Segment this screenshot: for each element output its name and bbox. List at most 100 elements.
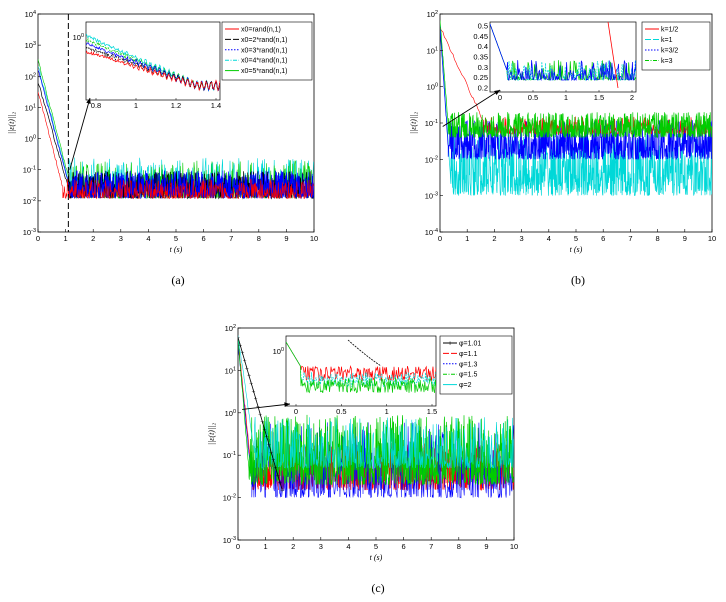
series-line-phi-1.01 [238, 337, 283, 491]
inset-data [286, 339, 436, 394]
x-tick-label: 2 [492, 234, 496, 243]
inset-y-tick-label: 0.35 [473, 53, 488, 62]
x-tick-label: 10 [510, 542, 518, 551]
y-tick-label: 10-3 [223, 536, 236, 545]
y-axis-label: ||ε(t)||₂ [7, 112, 16, 135]
series-marker: + [249, 380, 253, 388]
inset-frame [489, 21, 637, 93]
y-tick-label: 10-3 [23, 228, 36, 237]
inset-x-tick-label: 1 [134, 101, 138, 110]
x-tick-label: 2 [91, 234, 95, 243]
inset-series-2 [490, 23, 636, 82]
y-tick-label: 10-2 [223, 494, 236, 503]
inset-series-2 [86, 42, 220, 92]
x-tick-label: 5 [174, 234, 178, 243]
legend-label-2: k=3/2 [661, 48, 678, 55]
x-tick-label: 7 [429, 542, 433, 551]
data-layer [440, 20, 712, 197]
data-layer [38, 59, 314, 200]
inset-y-tick-label: 0.25 [473, 73, 488, 82]
y-tick-label: 10-1 [425, 119, 438, 128]
inset-y-tick-label: 0.2 [478, 84, 488, 93]
series-line-3 [238, 335, 514, 469]
legend-label-1: k=1 [661, 37, 673, 44]
y-tick-label: 10-1 [223, 451, 236, 460]
legend-label-3: φ=1.5 [459, 372, 477, 379]
x-tick-label: 1 [264, 542, 268, 551]
inset-frame [85, 21, 221, 101]
x-tick-label: 5 [574, 234, 578, 243]
x-tick-label: 3 [119, 234, 123, 243]
inset-frame [285, 335, 437, 407]
y-tick-label: 102 [427, 10, 438, 19]
x-axis-label: t (s) [170, 245, 183, 254]
inset-y-tick-label: 100 [73, 33, 84, 42]
x-tick-label: 4 [547, 234, 551, 243]
x-tick-label: 1 [465, 234, 469, 243]
series-marker: + [274, 464, 278, 472]
series-marker: + [263, 426, 267, 434]
x-tick-label: 3 [520, 234, 524, 243]
x-tick-label: 7 [229, 234, 233, 243]
inset-y-tick-label: 100 [273, 347, 284, 356]
legend-label-3: k=3 [661, 58, 673, 65]
x-tick-label: 8 [257, 234, 261, 243]
x-tick-label: 9 [683, 234, 687, 243]
zoom-arrow [242, 403, 291, 410]
inset-x-tick-label: 0 [294, 407, 298, 416]
inset-x-tick-label: 1.5 [427, 407, 437, 416]
x-tick-label: 6 [402, 542, 406, 551]
y-tick-label: 100 [225, 409, 236, 418]
zoom-arrow-head [494, 90, 500, 95]
y-tick-label: 104 [25, 10, 36, 19]
inset-y-tick-label: 0.4 [478, 42, 488, 51]
data-layer: +++++++++++++++++++++ [238, 334, 514, 499]
y-tick-label: 102 [25, 72, 36, 81]
series-marker: + [271, 456, 275, 464]
series-marker: + [260, 418, 264, 426]
series-marker: + [254, 395, 258, 403]
inset-y-tick-label: 0.5 [478, 22, 488, 31]
legend-label-0: k=1/2 [661, 27, 678, 34]
inset-y-tick-label: 0.3 [478, 63, 488, 72]
chart-panel-2: +++++++++++++++++++++0 1 2 3 4 5 6 7 8 9 1010-310-… [207, 324, 518, 595]
series-marker: + [276, 471, 280, 479]
inset-x-tick-label: 1.2 [171, 101, 181, 110]
series-marker: + [245, 364, 249, 372]
x-tick-label: 10 [708, 234, 716, 243]
x-tick-label: 8 [457, 542, 461, 551]
caption: (a) [171, 273, 184, 287]
x-tick-label: 6 [601, 234, 605, 243]
inset-x-tick-label: 1.5 [594, 93, 604, 102]
series-marker: + [278, 479, 282, 487]
legend-label-4: φ=2 [459, 382, 472, 389]
x-axis-label: t (s) [570, 245, 583, 254]
legend-label-1: φ=1.1 [459, 351, 477, 358]
inset-x-tick-label: 2 [630, 93, 634, 102]
legend-label-4: x0=5*rand(n,1) [241, 68, 288, 75]
series-marker: + [240, 349, 244, 357]
zoom-arrow [69, 97, 91, 170]
inset-y-tick-label: 0.45 [473, 32, 488, 41]
y-tick-label: 100 [25, 135, 36, 144]
y-tick-label: 103 [25, 41, 36, 50]
caption: (b) [571, 273, 585, 287]
inset-x-tick-label: 0 [498, 93, 502, 102]
legend-label-2: x0=3*rand(n,1) [241, 47, 288, 54]
legend-label-2: φ=1.3 [459, 361, 477, 368]
zoom-arrow [442, 89, 501, 127]
series-marker: + [247, 372, 251, 380]
x-tick-label: 0 [236, 542, 240, 551]
inset-x-tick-label: 0.5 [528, 93, 538, 102]
y-tick-label: 102 [225, 324, 236, 333]
x-tick-label: 9 [284, 234, 288, 243]
inset-data [490, 22, 636, 89]
legend-marker: + [448, 341, 452, 348]
series-line-3 [440, 20, 712, 139]
inset-series-black [347, 339, 382, 367]
series-line-4 [38, 91, 314, 200]
y-tick-label: 10-2 [23, 197, 36, 206]
series-marker: + [265, 433, 269, 441]
